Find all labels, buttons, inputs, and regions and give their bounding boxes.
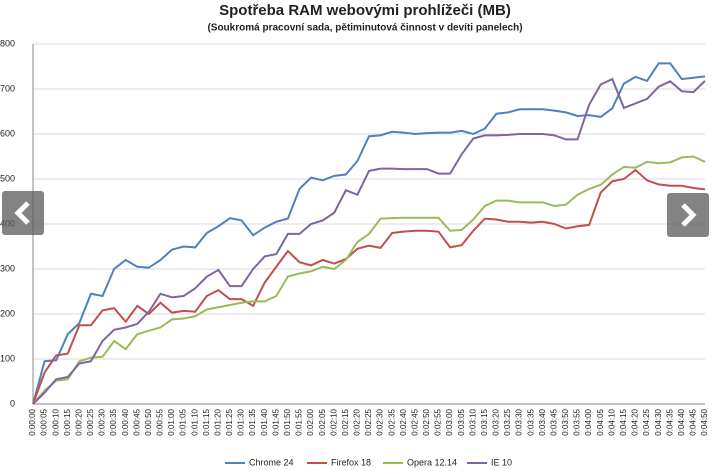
series-line (32, 168, 706, 405)
x-tick-label: 0:01:25 (225, 408, 234, 435)
x-tick-label: 0:03:30 (515, 408, 524, 435)
x-tick-label: 0:02:50 (422, 408, 431, 435)
x-tick-label: 0:00:15 (63, 408, 72, 435)
x-tick-label: 0:03:50 (561, 408, 570, 435)
next-icon (681, 203, 697, 227)
x-tick-label: 0:01:35 (248, 408, 257, 435)
x-tick-label: 0:03:05 (457, 408, 466, 435)
legend-label: Opera 12.14 (407, 457, 457, 467)
x-tick-label: 0:03:10 (468, 408, 477, 435)
x-tick-label: 0:03:20 (492, 408, 501, 435)
x-tick-label: 0:04:50 (700, 408, 709, 435)
x-tick-label: 0:02:45 (410, 408, 419, 435)
x-tick-label: 0:03:15 (480, 408, 489, 435)
x-tick-label: 0:00:30 (98, 408, 107, 435)
series-line (32, 77, 706, 405)
y-tick-label: 500 (0, 173, 15, 183)
legend-label: IE 10 (491, 457, 512, 467)
x-tick-label: 0:03:35 (526, 408, 535, 435)
x-tick-label: 0:00:00 (28, 408, 37, 435)
x-tick-label: 0:01:40 (260, 408, 269, 435)
x-tick-label: 0:03:40 (538, 408, 547, 435)
y-tick-label: 200 (0, 308, 15, 318)
legend-label: Firefox 18 (331, 457, 371, 467)
chart-subtitle: (Soukromá pracovní sada, pětiminutová či… (207, 23, 522, 34)
x-tick-label: 0:04:15 (619, 408, 628, 435)
x-tick-label: 0:02:15 (341, 408, 350, 435)
x-tick-label: 0:01:30 (237, 408, 246, 435)
x-tick-label: 0:00:05 (40, 408, 49, 435)
x-tick-label: 0:04:30 (654, 408, 663, 435)
chart-title: Spotřeba RAM webovými prohlížeči (MB) (219, 2, 511, 19)
x-tick-label: 0:00:50 (144, 408, 153, 435)
x-tick-label: 0:01:00 (167, 408, 176, 435)
y-tick-label: 600 (0, 128, 15, 138)
x-tick-label: 0:02:25 (364, 408, 373, 435)
x-tick-label: 0:00:10 (51, 408, 60, 435)
x-tick-label: 0:01:45 (271, 408, 280, 435)
previous-button[interactable] (2, 191, 44, 235)
x-tick-label: 0:04:45 (689, 408, 698, 435)
x-tick-label: 0:01:55 (295, 408, 304, 435)
series-line (32, 62, 706, 405)
x-tick-label: 0:03:45 (549, 408, 558, 435)
x-tick-label: 0:04:00 (584, 408, 593, 435)
x-tick-label: 0:03:25 (503, 408, 512, 435)
x-tick-label: 0:01:15 (202, 408, 211, 435)
y-tick-label: 700 (0, 83, 15, 93)
x-tick-label: 0:00:40 (121, 408, 130, 435)
x-tick-label: 0:01:05 (179, 408, 188, 435)
x-tick-label: 0:00:20 (74, 408, 83, 435)
y-tick-label: 300 (0, 263, 15, 273)
x-tick-label: 0:02:05 (318, 408, 327, 435)
x-tick-label: 0:00:35 (109, 408, 118, 435)
x-tick-label: 0:00:45 (132, 408, 141, 435)
x-tick-label: 0:00:25 (86, 408, 95, 435)
x-tick-label: 0:02:30 (376, 408, 385, 435)
x-tick-label: 0:04:35 (665, 408, 674, 435)
next-button[interactable] (667, 193, 709, 237)
x-tick-label: 0:02:10 (329, 408, 338, 435)
y-tick-label: 0 (10, 398, 15, 408)
x-tick-label: 0:04:05 (596, 408, 605, 435)
x-tick-label: 0:04:20 (631, 408, 640, 435)
y-tick-label: 100 (0, 353, 15, 363)
series-line (32, 155, 706, 405)
x-tick-label: 0:01:50 (283, 408, 292, 435)
x-tick-label: 0:00:55 (156, 408, 165, 435)
x-tick-label: 0:02:00 (306, 408, 315, 435)
y-tick-label: 800 (0, 38, 15, 48)
legend-label: Chrome 24 (249, 457, 294, 467)
x-tick-label: 0:03:00 (445, 408, 454, 435)
x-tick-label: 0:04:25 (642, 408, 651, 435)
previous-icon (14, 201, 30, 225)
x-tick-label: 0:01:20 (213, 408, 222, 435)
x-tick-label: 0:02:35 (387, 408, 396, 435)
x-tick-label: 0:02:20 (353, 408, 362, 435)
x-tick-label: 0:01:10 (190, 408, 199, 435)
x-tick-label: 0:04:10 (607, 408, 616, 435)
x-tick-label: 0:03:55 (573, 408, 582, 435)
x-tick-label: 0:02:40 (399, 408, 408, 435)
x-tick-label: 0:02:55 (434, 408, 443, 435)
x-tick-label: 0:04:40 (677, 408, 686, 435)
